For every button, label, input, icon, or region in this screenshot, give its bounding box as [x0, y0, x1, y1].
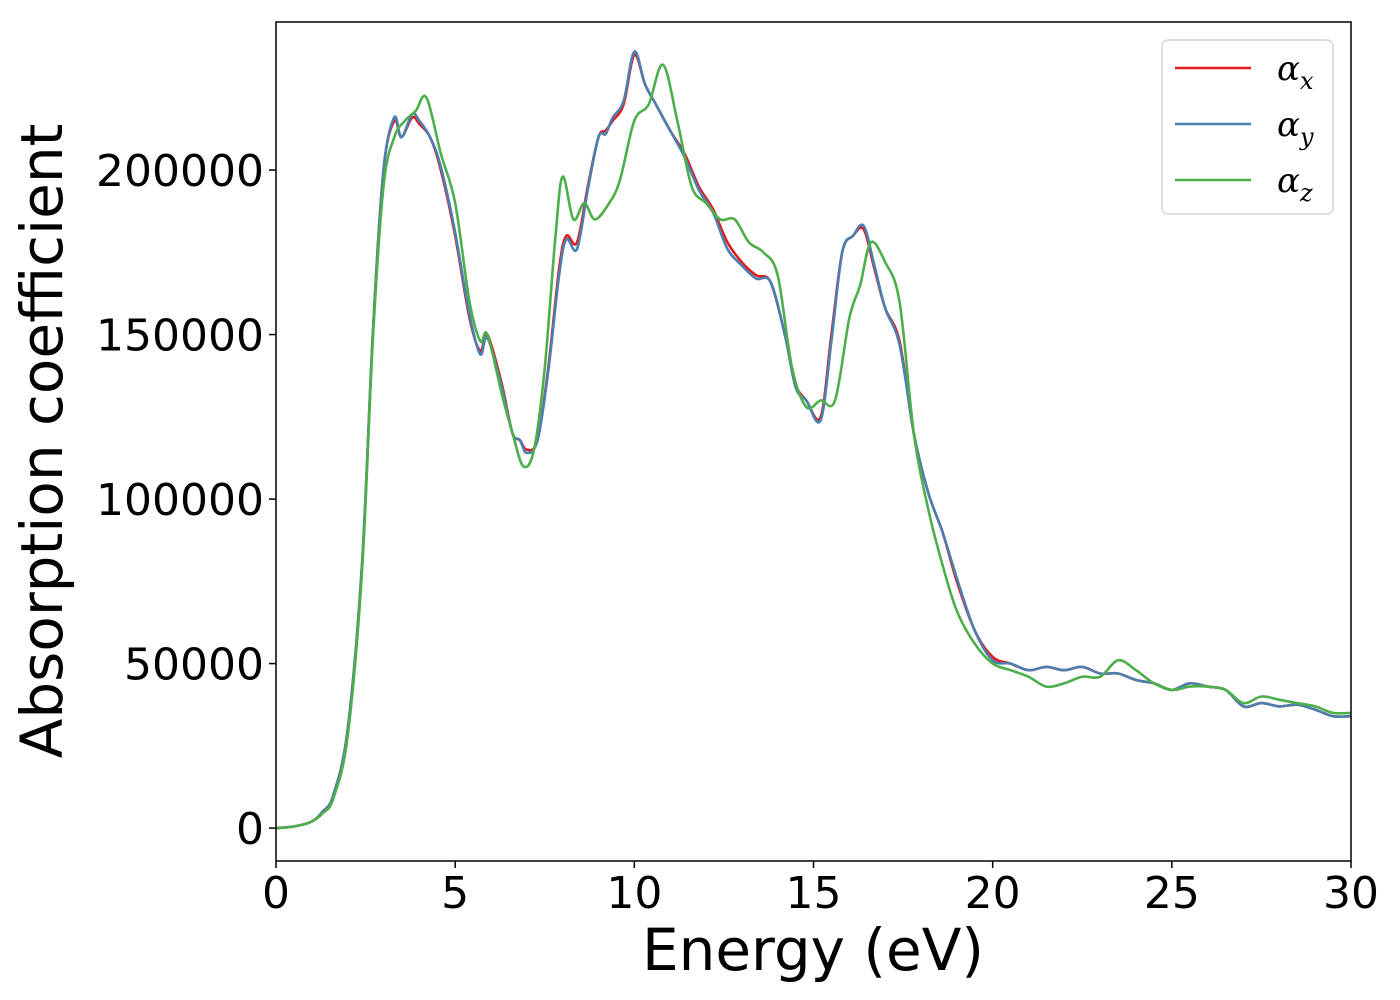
y-tick-label: 50000 — [124, 640, 264, 691]
legend-label-y: αy — [1277, 105, 1314, 151]
y-tick-label: 0 — [236, 804, 264, 855]
legend-label-z: αz — [1277, 161, 1313, 207]
x-tick-label: 0 — [262, 868, 290, 919]
x-tick-label: 30 — [1323, 868, 1379, 919]
x-tick-label: 20 — [965, 868, 1021, 919]
legend: αx αy αz — [1161, 39, 1334, 215]
y-axis-ticks: 0 50000 100000 150000 200000 — [96, 146, 276, 855]
series-line-z — [276, 63, 1351, 830]
x-tick-label: 25 — [1144, 868, 1200, 919]
y-axis-title: Absorption coefficient — [8, 124, 76, 759]
x-axis-ticks: 0 5 10 15 20 25 30 — [262, 861, 1379, 919]
legend-label-x: αx — [1277, 49, 1314, 95]
x-tick-label: 15 — [786, 868, 842, 919]
y-tick-label: 150000 — [96, 311, 264, 362]
x-tick-label: 5 — [441, 868, 469, 919]
legend-box — [1161, 39, 1334, 215]
plot-lines — [276, 50, 1351, 830]
x-tick-label: 10 — [606, 868, 662, 919]
y-tick-label: 200000 — [96, 146, 264, 197]
x-axis-title: Energy (eV) — [642, 916, 984, 984]
y-tick-label: 100000 — [96, 475, 264, 526]
